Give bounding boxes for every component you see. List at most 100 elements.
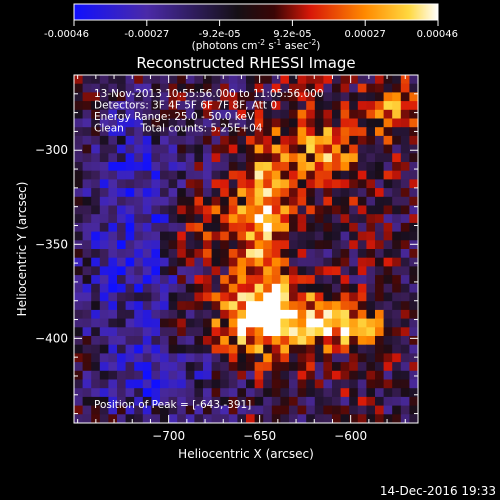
heatmap-cell xyxy=(383,388,393,398)
heatmap-cell xyxy=(357,196,367,207)
heatmap-cell xyxy=(332,362,342,372)
heatmap-cell xyxy=(108,205,118,215)
heatmap-cell xyxy=(74,362,84,372)
heatmap-cell xyxy=(91,196,101,207)
heatmap-cell xyxy=(74,75,84,85)
heatmap-cell xyxy=(108,179,118,189)
heatmap-cell xyxy=(297,353,307,363)
heatmap-cell xyxy=(228,379,238,389)
heatmap-cell xyxy=(409,101,418,111)
heatmap-cell xyxy=(151,188,161,198)
heatmap-cell xyxy=(297,309,307,320)
heatmap-cell xyxy=(134,301,144,311)
heatmap-cell xyxy=(185,222,195,233)
heatmap-cell xyxy=(366,179,376,189)
heatmap-cell xyxy=(134,101,144,111)
heatmap-cell xyxy=(108,292,118,302)
heatmap-cell xyxy=(125,266,135,276)
heatmap-cell xyxy=(289,414,299,423)
heatmap-cell xyxy=(160,83,170,93)
heatmap-cell xyxy=(340,249,350,259)
heatmap-cell xyxy=(134,249,144,259)
heatmap-cell xyxy=(409,153,418,163)
heatmap-cell xyxy=(228,257,238,267)
heatmap-cell xyxy=(220,283,230,294)
heatmap-cell xyxy=(142,292,152,302)
heatmap-cell xyxy=(185,275,195,285)
heatmap-cell xyxy=(392,283,402,294)
heatmap-cell xyxy=(82,135,92,146)
heatmap-cell xyxy=(366,153,376,163)
heatmap-cell xyxy=(306,205,316,215)
heatmap-cell xyxy=(220,118,230,128)
heatmap-cell xyxy=(271,92,281,102)
heatmap-cell xyxy=(74,231,84,241)
heatmap-cell xyxy=(99,144,109,154)
heatmap-cell xyxy=(392,214,402,224)
heatmap-cell xyxy=(220,75,230,85)
heatmap-cell xyxy=(400,109,410,120)
heatmap-cell xyxy=(91,257,101,267)
heatmap-cell xyxy=(392,153,402,163)
heatmap-cell xyxy=(254,109,264,120)
heatmap-cell xyxy=(220,188,230,198)
heatmap-cell xyxy=(254,144,264,154)
heatmap-cell xyxy=(185,344,195,354)
heatmap-cell xyxy=(289,75,299,85)
heatmap-cell xyxy=(409,214,418,224)
heatmap-cell xyxy=(142,257,152,267)
heatmap-cell xyxy=(125,344,135,354)
heatmap-cell xyxy=(82,344,92,354)
heatmap-cell xyxy=(91,240,101,250)
heatmap-cell xyxy=(125,188,135,198)
heatmap-cell xyxy=(289,318,299,328)
heatmap-cell xyxy=(99,214,109,224)
heatmap-cell xyxy=(383,396,393,407)
heatmap-cell xyxy=(323,257,333,267)
heatmap-cell xyxy=(91,301,101,311)
heatmap-cell xyxy=(332,83,342,93)
heatmap-cell xyxy=(228,162,238,172)
heatmap-cell xyxy=(254,188,264,198)
heatmap-cell xyxy=(82,162,92,172)
heatmap-cell xyxy=(211,101,221,111)
heatmap-cell xyxy=(246,336,256,346)
heatmap-cell xyxy=(237,318,247,328)
heatmap-cell xyxy=(349,309,359,320)
heatmap-cell xyxy=(99,249,109,259)
heatmap-cell xyxy=(289,370,299,381)
heatmap-cell xyxy=(400,405,410,415)
heatmap-cell xyxy=(254,127,264,137)
heatmap-cell xyxy=(160,275,170,285)
heatmap-cell xyxy=(160,92,170,102)
heatmap-cell xyxy=(228,170,238,180)
heatmap-cell xyxy=(125,362,135,372)
heatmap-cell xyxy=(306,109,316,120)
heatmap-cell xyxy=(237,214,247,224)
heatmap-cell xyxy=(400,196,410,207)
heatmap-cell xyxy=(82,327,92,337)
heatmap-cell xyxy=(349,362,359,372)
heatmap-cell xyxy=(142,266,152,276)
heatmap-cell xyxy=(151,370,161,381)
heatmap-cell xyxy=(366,118,376,128)
heatmap-cell xyxy=(151,405,161,415)
heatmap-cell xyxy=(211,292,221,302)
heatmap-cell xyxy=(151,144,161,154)
heatmap-cell xyxy=(246,109,256,120)
heatmap-cell xyxy=(340,318,350,328)
heatmap-cell xyxy=(409,266,418,276)
heatmap-cell xyxy=(332,222,342,233)
heatmap-cell xyxy=(82,127,92,137)
heatmap-cell xyxy=(82,249,92,259)
heatmap-cell xyxy=(125,205,135,215)
heatmap-cell xyxy=(383,118,393,128)
heatmap-cell xyxy=(220,205,230,215)
heatmap-cell xyxy=(271,118,281,128)
heatmap-cell xyxy=(357,283,367,294)
heatmap-cell xyxy=(323,214,333,224)
heatmap-cell xyxy=(185,83,195,93)
heatmap-cell xyxy=(160,118,170,128)
heatmap-cell xyxy=(125,92,135,102)
heatmap-cell xyxy=(323,222,333,233)
